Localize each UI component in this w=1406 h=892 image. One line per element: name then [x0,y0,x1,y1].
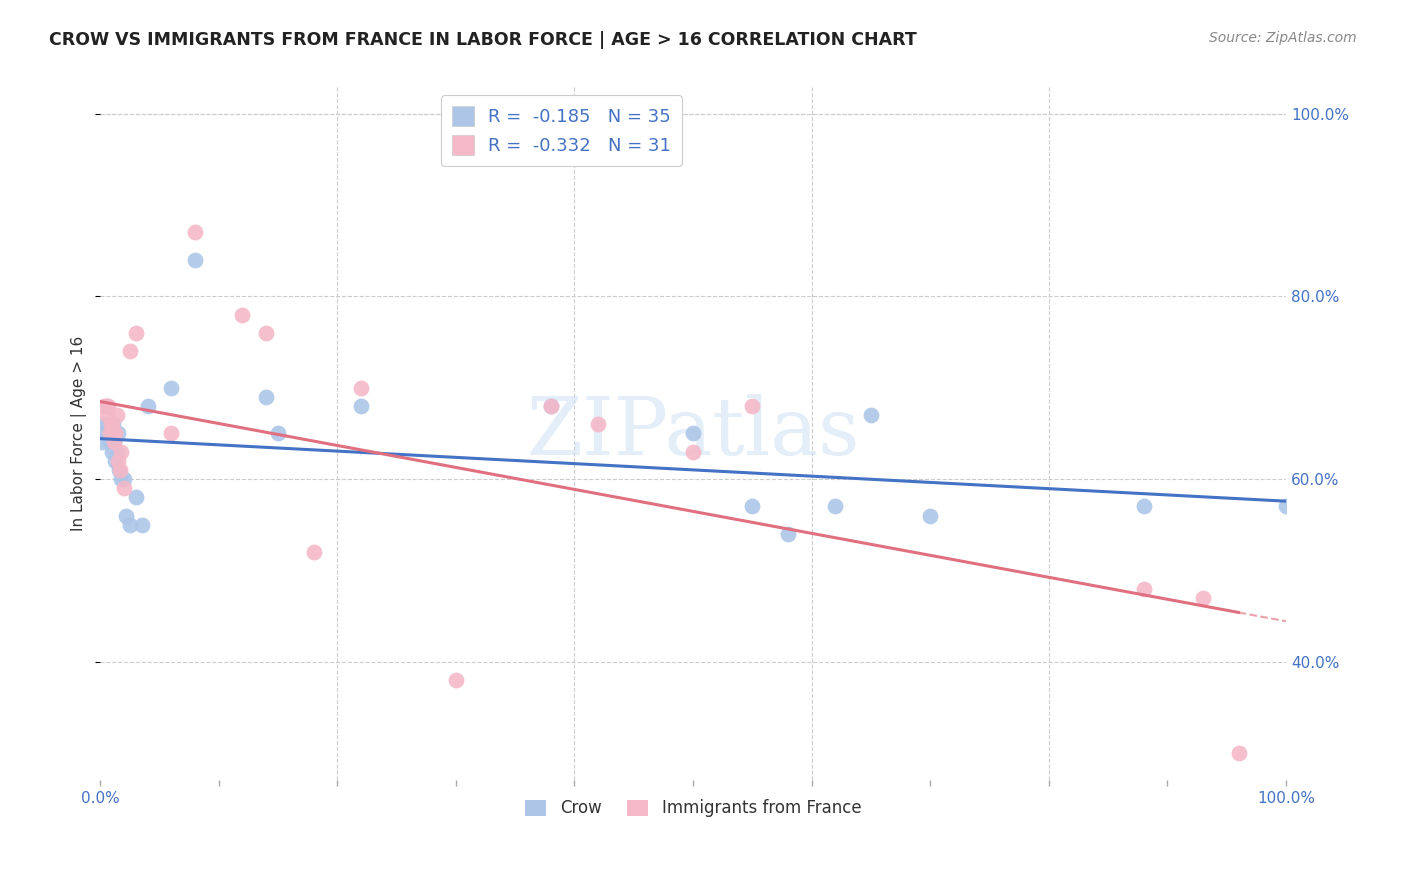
Point [1275,500,1298,514]
Point [184,226,207,240]
Point [254,390,277,404]
Point [94,399,117,413]
Point [107,426,129,441]
Point [160,426,183,441]
Point [94,426,117,441]
Point [350,399,373,413]
Legend: Crow, Immigrants from France: Crow, Immigrants from France [519,793,868,824]
Point [920,508,942,523]
Text: Source: ZipAtlas.com: Source: ZipAtlas.com [1209,31,1357,45]
Point [103,435,125,450]
Point [97,417,120,432]
Point [93,399,115,413]
Point [302,545,325,559]
Point [1192,591,1215,605]
Point [115,508,138,523]
Point [108,463,131,477]
Point [94,417,117,432]
Point [741,500,763,514]
Point [160,381,183,395]
Point [98,435,121,450]
Point [859,408,882,422]
Point [101,426,124,441]
Point [131,517,153,532]
Point [98,426,121,441]
Point [104,426,127,441]
Point [254,326,277,340]
Point [682,444,704,458]
Point [586,417,609,432]
Point [91,435,114,450]
Point [540,399,562,413]
Y-axis label: In Labor Force | Age > 16: In Labor Force | Age > 16 [72,335,87,531]
Point [110,444,132,458]
Point [101,444,124,458]
Point [96,408,118,422]
Point [96,399,118,413]
Point [540,399,562,413]
Point [100,426,122,441]
Point [105,408,128,422]
Point [107,454,129,468]
Point [184,252,207,267]
Point [110,463,132,477]
Point [741,399,763,413]
Point [350,381,373,395]
Point [1227,746,1250,760]
Point [1132,500,1154,514]
Point [118,517,141,532]
Text: ZIPatlas: ZIPatlas [526,394,859,473]
Point [776,526,799,541]
Point [112,472,135,486]
Point [105,444,128,458]
Point [136,399,159,413]
Point [100,417,122,432]
Point [444,673,467,687]
Point [682,426,704,441]
Point [124,326,146,340]
Point [101,417,124,432]
Point [101,417,124,432]
Point [267,426,290,441]
Point [124,490,146,504]
Point [97,399,120,413]
Text: CROW VS IMMIGRANTS FROM FRANCE IN LABOR FORCE | AGE > 16 CORRELATION CHART: CROW VS IMMIGRANTS FROM FRANCE IN LABOR … [49,31,917,49]
Point [110,472,132,486]
Point [824,500,846,514]
Point [1132,582,1154,596]
Point [118,344,141,359]
Point [231,308,253,322]
Point [103,435,125,450]
Point [112,481,135,495]
Point [104,454,127,468]
